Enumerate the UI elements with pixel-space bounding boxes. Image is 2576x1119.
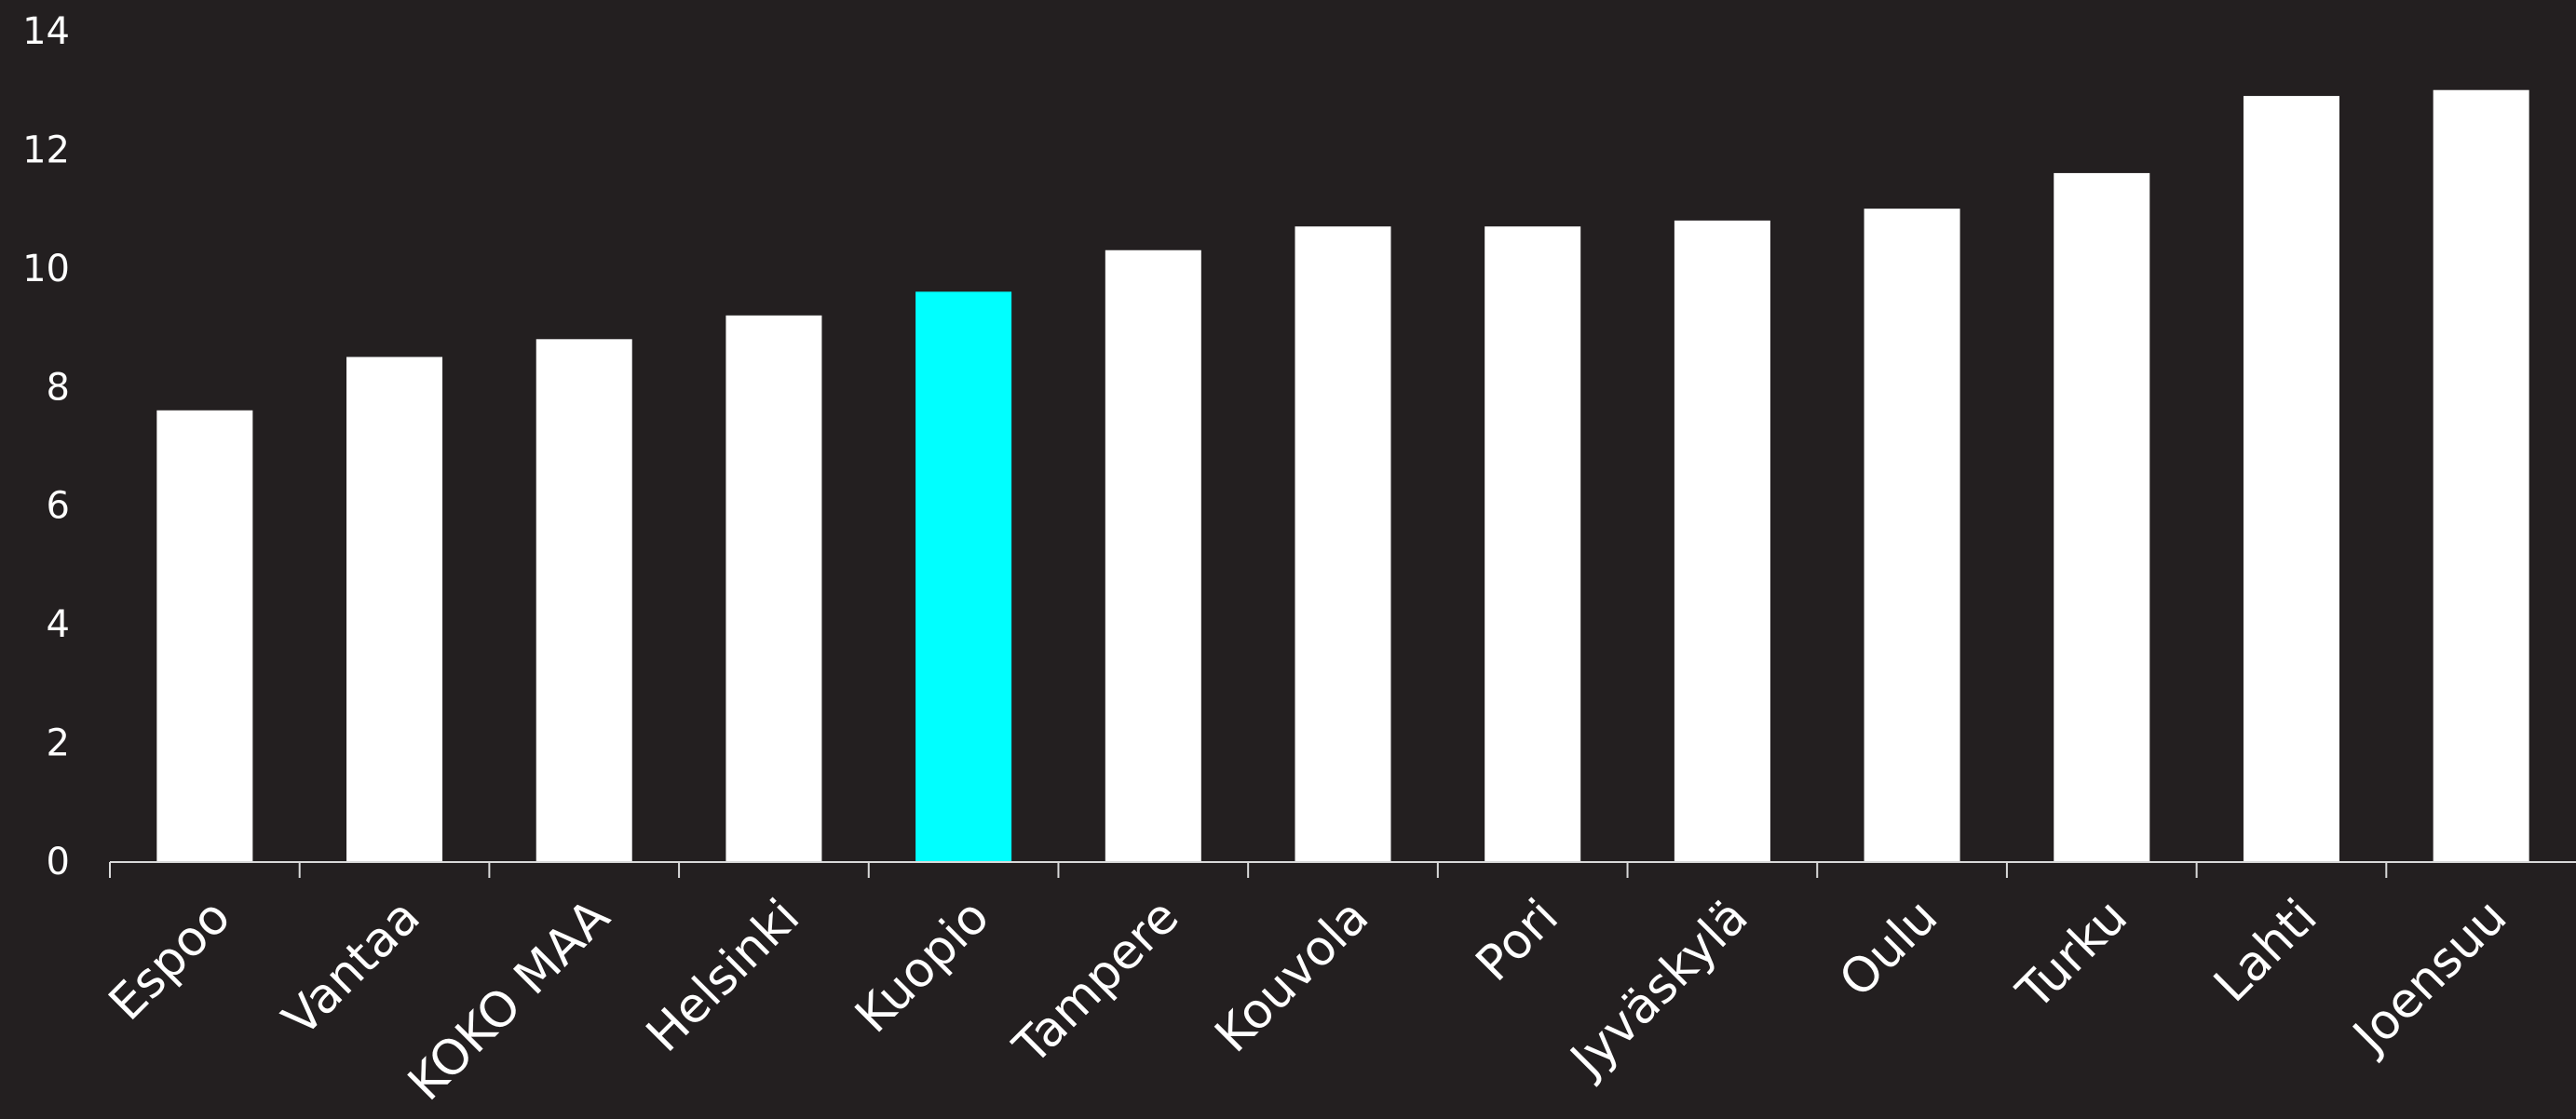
- bar-joensuu: [2433, 89, 2529, 861]
- x-tick-label: Oulu: [1829, 889, 1948, 1008]
- bar-kouvola: [1295, 226, 1391, 861]
- bar-kuopio: [915, 291, 1012, 861]
- x-tick-label: Tampere: [1003, 889, 1190, 1076]
- y-axis-ticks: 0 2 4 6 8 10 12 14: [22, 10, 70, 883]
- y-tick-label: 12: [22, 128, 70, 171]
- bar-pori: [1485, 226, 1581, 861]
- x-tick-label: Espoo: [99, 889, 241, 1031]
- bar-espoo: [156, 410, 253, 861]
- bar-jyväskylä: [1674, 220, 1770, 861]
- bar-tampere: [1105, 249, 1201, 861]
- bars: [156, 89, 2529, 862]
- bar-koko-maa: [536, 339, 632, 861]
- bar-vantaa: [346, 357, 443, 861]
- y-tick-label: 10: [22, 248, 70, 290]
- y-tick-label: 8: [47, 366, 70, 409]
- x-tick-label: Vantaa: [273, 889, 431, 1047]
- x-tick-label: Helsinki: [636, 889, 810, 1063]
- bar-lahti: [2243, 96, 2339, 862]
- x-tick-label: Turku: [2006, 889, 2138, 1021]
- x-tick-label: KOKO MAA: [398, 888, 621, 1112]
- y-tick-label: 0: [47, 841, 70, 883]
- x-tick-label: Kuopio: [845, 889, 1000, 1045]
- x-tick-label: Pori: [1466, 889, 1569, 992]
- x-tick-label: Joensuu: [2341, 889, 2518, 1066]
- x-tick-label: Lahti: [2203, 889, 2327, 1013]
- bar-turku: [2054, 172, 2150, 861]
- x-tick-label: Kouvola: [1205, 889, 1380, 1064]
- y-tick-label: 6: [47, 485, 70, 528]
- y-tick-label: 4: [47, 603, 70, 646]
- x-tick-label: Jyväskylä: [1558, 889, 1758, 1089]
- bar-oulu: [1864, 209, 1960, 862]
- y-tick-label: 14: [22, 10, 70, 53]
- y-tick-label: 2: [47, 722, 70, 765]
- bar-helsinki: [725, 315, 822, 861]
- x-axis-tick-marks: [109, 862, 2388, 878]
